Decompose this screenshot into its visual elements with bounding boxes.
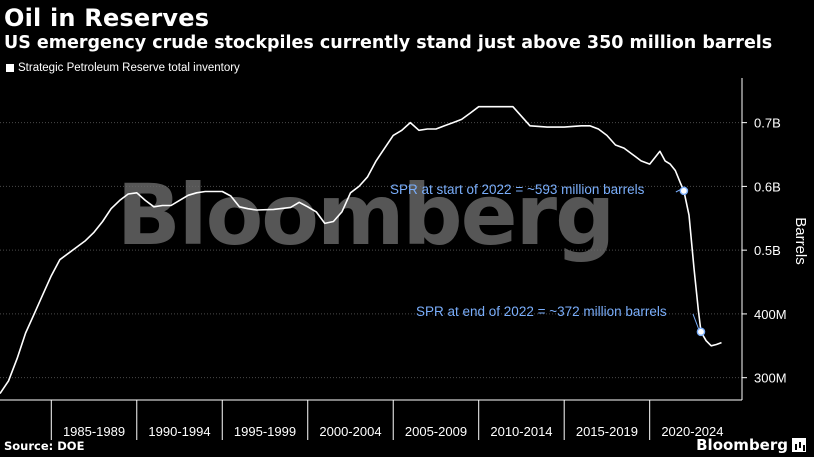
legend-label: Strategic Petroleum Reserve total invent… (18, 62, 240, 74)
chart-subtitle: US emergency crude stockpiles currently … (4, 33, 773, 53)
annotation-label: SPR at end of 2022 = ~372 million barrel… (416, 304, 667, 319)
x-tick-label: 2005-2009 (405, 424, 467, 439)
annotation-leader (692, 313, 700, 330)
chart-title: Oil in Reserves (4, 4, 210, 32)
legend: Strategic Petroleum Reserve total invent… (6, 62, 240, 74)
watermark: Bloomberg (117, 166, 613, 264)
x-tick-label: 2015-2019 (576, 424, 638, 439)
annotation-label: SPR at start of 2022 = ~593 million barr… (390, 182, 645, 197)
x-tick-label: 2000-2004 (319, 424, 381, 439)
x-tick-label: 2020-2024 (661, 424, 723, 439)
brand-logo: Bloomberg (696, 436, 806, 454)
y-tick-label: 0.7B (754, 116, 781, 131)
x-tick-label: 1985-1989 (63, 424, 125, 439)
brand-name: Bloomberg (696, 436, 788, 454)
source-note: Source: DOE (4, 439, 85, 453)
bar-chart-icon (792, 438, 806, 452)
x-tick-label: 1990-1994 (148, 424, 210, 439)
y-tick-label: 300M (754, 371, 787, 386)
y-axis-label: Barrels (792, 217, 809, 265)
legend-swatch (6, 64, 14, 72)
data-marker (696, 327, 706, 337)
x-tick-label: 1995-1999 (234, 424, 296, 439)
y-tick-label: 400M (754, 307, 787, 322)
y-tick-label: 0.6B (754, 179, 781, 194)
series-line-spr (0, 105, 722, 395)
y-tick-label: 0.5B (754, 243, 781, 258)
data-marker (679, 186, 689, 196)
x-tick-label: 2010-2014 (490, 424, 552, 439)
